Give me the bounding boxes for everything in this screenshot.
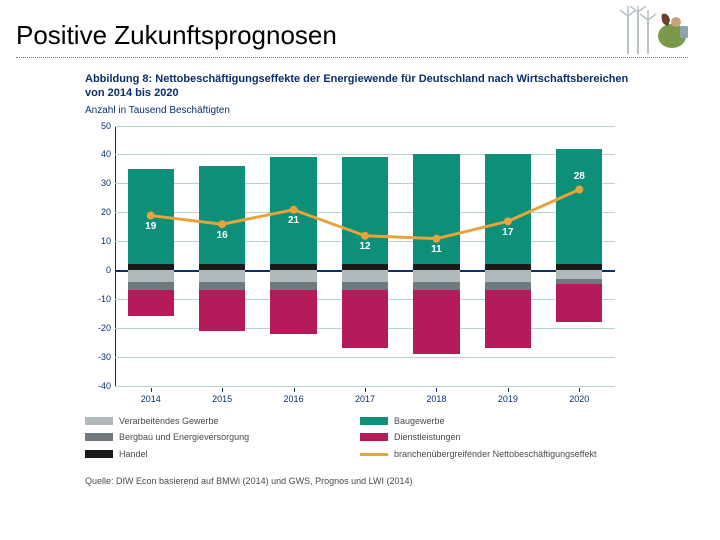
y-tick-label: -20 — [98, 323, 111, 333]
x-tick — [436, 388, 437, 392]
y-tick-label: 30 — [101, 178, 111, 188]
legend-swatch — [360, 417, 388, 425]
gridline — [115, 357, 615, 358]
bar-segment-verarbeitendes — [556, 270, 602, 279]
bar-segment-verarbeitendes — [270, 270, 316, 282]
bar-segment-dienstleistungen — [413, 290, 459, 354]
bar-segment-verarbeitendes — [128, 270, 174, 282]
x-tick — [365, 388, 366, 392]
x-tick — [508, 388, 509, 392]
legend-swatch — [85, 433, 113, 441]
legend-label: Bergbau und Energieversorgung — [119, 432, 249, 443]
y-tick-label: -10 — [98, 294, 111, 304]
y-axis: -40-30-20-1001020304050 — [85, 126, 115, 386]
slide-title: Positive Zukunftsprognosen — [16, 20, 704, 51]
legend-label: Baugewerbe — [394, 416, 445, 427]
bar-segment-dienstleistungen — [342, 290, 388, 348]
figure-container: Abbildung 8: Nettobeschäftigungseffekte … — [85, 72, 635, 486]
x-tick — [294, 388, 295, 392]
bar-segment-verarbeitendes — [342, 270, 388, 282]
bar-segment-baugewerbe — [485, 154, 531, 264]
decorative-logo — [610, 6, 700, 56]
y-tick-label: -30 — [98, 352, 111, 362]
figure-subtitle: Anzahl in Tausend Beschäftigten — [85, 105, 635, 116]
bar-segment-verarbeitendes — [199, 270, 245, 282]
x-tick-label: 2016 — [284, 394, 304, 404]
bar-segment-bergbau_energie — [342, 282, 388, 291]
y-tick-label: 20 — [101, 207, 111, 217]
title-underline — [16, 57, 688, 58]
gridline — [115, 386, 615, 387]
y-tick-label: 10 — [101, 236, 111, 246]
y-tick-label: 0 — [106, 265, 111, 275]
x-tick-label: 2019 — [498, 394, 518, 404]
bar-segment-bergbau_energie — [485, 282, 531, 291]
bar-segment-dienstleistungen — [128, 290, 174, 316]
legend-label: Dienstleistungen — [394, 432, 461, 443]
legend-item: branchenübergreifender Nettobeschäftigun… — [360, 449, 625, 460]
x-tick-label: 2020 — [569, 394, 589, 404]
x-tick-label: 2014 — [141, 394, 161, 404]
bar-segment-baugewerbe — [556, 149, 602, 265]
bar-segment-baugewerbe — [413, 154, 459, 264]
x-tick — [579, 388, 580, 392]
x-tick — [151, 388, 152, 392]
gridline — [115, 154, 615, 155]
legend-swatch — [85, 450, 113, 458]
legend-item: Dienstleistungen — [360, 432, 625, 443]
x-tick-label: 2018 — [426, 394, 446, 404]
bar-segment-dienstleistungen — [199, 290, 245, 330]
bar-segment-baugewerbe — [270, 157, 316, 264]
figure-caption: Abbildung 8: Nettobeschäftigungseffekte … — [85, 72, 635, 101]
x-tick-label: 2017 — [355, 394, 375, 404]
legend-swatch — [85, 417, 113, 425]
legend: Verarbeitendes Gewerbe Baugewerbe Bergbau … — [85, 416, 625, 460]
y-tick-label: -40 — [98, 381, 111, 391]
legend-item: Handel — [85, 449, 350, 460]
y-tick-label: 40 — [101, 149, 111, 159]
bar-segment-baugewerbe — [199, 166, 245, 264]
x-tick-label: 2015 — [212, 394, 232, 404]
slide: Positive Zukunftsprognosen Abbildung 8: … — [0, 0, 720, 540]
legend-label: branchenübergreifender Nettobeschäftigun… — [394, 449, 596, 460]
bar-segment-verarbeitendes — [485, 270, 531, 282]
gridline — [115, 126, 615, 127]
legend-swatch — [360, 433, 388, 441]
x-tick — [222, 388, 223, 392]
chart: -40-30-20-1001020304050 2014201520162017… — [85, 126, 625, 386]
bar-segment-verarbeitendes — [413, 270, 459, 282]
legend-item: Verarbeitendes Gewerbe — [85, 416, 350, 427]
bar-segment-dienstleistungen — [270, 290, 316, 333]
y-tick-label: 50 — [101, 121, 111, 131]
bar-segment-bergbau_energie — [413, 282, 459, 291]
legend-label: Verarbeitendes Gewerbe — [119, 416, 219, 427]
plot-area: 2014201520162017201820192020191621121117… — [115, 126, 615, 386]
bar-segment-bergbau_energie — [199, 282, 245, 291]
legend-swatch — [360, 453, 388, 456]
bar-segment-bergbau_energie — [270, 282, 316, 291]
bar-segment-dienstleistungen — [556, 284, 602, 322]
figure-source: Quelle: DIW Econ basierend auf BMWi (201… — [85, 476, 625, 486]
legend-item: Baugewerbe — [360, 416, 625, 427]
legend-label: Handel — [119, 449, 148, 460]
bar-segment-baugewerbe — [342, 157, 388, 264]
bar-segment-baugewerbe — [128, 169, 174, 264]
bar-segment-dienstleistungen — [485, 290, 531, 348]
bar-segment-bergbau_energie — [128, 282, 174, 291]
legend-item: Bergbau und Energieversorgung — [85, 432, 350, 443]
